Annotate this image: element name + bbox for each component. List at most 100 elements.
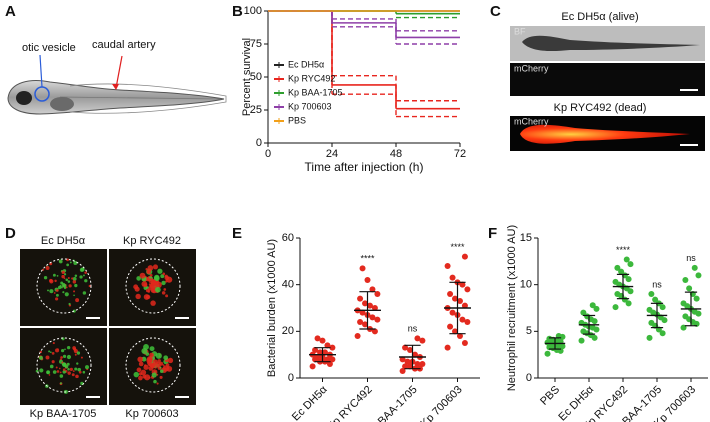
fluorescence-spot	[76, 351, 81, 355]
data-point	[444, 263, 451, 269]
data-point	[357, 319, 364, 325]
data-point	[324, 356, 331, 363]
data-point	[452, 328, 459, 335]
fluorescence-spot	[161, 280, 166, 286]
fluorescence-spot	[154, 274, 160, 281]
fluorescence-spot	[73, 290, 76, 293]
fluorescence-spot	[59, 382, 62, 385]
fluorescence-spot	[147, 265, 154, 271]
fluorescence-spot	[56, 274, 59, 277]
fluorescence-spot	[75, 298, 80, 303]
legend-label: Kp 700603	[288, 101, 332, 111]
fluorescence-spot	[64, 364, 69, 369]
x-tick-label: Kp RYC492	[325, 384, 374, 422]
y-tick-label: 15	[520, 232, 532, 244]
fluorescence-spot	[71, 277, 74, 280]
data-point	[452, 295, 459, 302]
fluorescence-spot	[150, 300, 156, 306]
data-point	[321, 349, 328, 356]
fluorescence-spot	[162, 364, 165, 366]
fluorescence-spot	[74, 283, 78, 288]
fluorescence-spot	[62, 370, 66, 374]
fluorescence-spot	[148, 283, 152, 286]
data-point	[459, 281, 466, 288]
data-point	[447, 291, 454, 297]
fluorescence-spot	[73, 294, 75, 297]
fluorescence-spot	[167, 357, 174, 364]
data-point	[614, 264, 621, 271]
panel-label: F	[488, 225, 497, 242]
region-outline	[125, 337, 181, 393]
fluorescence-spot	[56, 370, 60, 373]
fluorescence-spot	[137, 356, 143, 363]
data-point	[317, 349, 324, 356]
x-tick-label: 48	[390, 148, 402, 160]
data-point	[623, 256, 630, 263]
fluorescence-spot	[143, 283, 148, 288]
fluorescence-spot	[150, 364, 152, 367]
fluorescence-spot	[67, 280, 71, 283]
y-tick-label: 0	[256, 137, 262, 149]
legend-label: Kp BAA-1705	[288, 87, 343, 97]
fluorescence-spot	[68, 284, 72, 288]
image-title: Kp 700603	[125, 408, 178, 420]
data-point	[359, 265, 366, 272]
data-point	[612, 278, 619, 285]
fluorescence-spot	[135, 293, 141, 300]
fluorescence-spot	[59, 374, 64, 378]
fluorescence-spot	[51, 352, 55, 355]
image-title: Ec DH5α	[41, 235, 86, 247]
fluorescence-spot	[136, 276, 141, 281]
fluorescence-spot	[133, 284, 139, 290]
fluorescence-spot	[156, 382, 159, 385]
fluorescence-spot	[60, 356, 63, 359]
fluorescence-spot	[83, 274, 85, 277]
fluorescence-spot	[66, 263, 70, 267]
data-point	[374, 291, 381, 297]
fluorescence-spot	[65, 278, 69, 282]
data-point	[646, 306, 653, 313]
x-tick-label: PBS	[538, 384, 562, 408]
fluorescence-spot	[64, 348, 66, 351]
fluorescence-spot	[143, 364, 149, 370]
data-point	[324, 342, 331, 349]
fluorescence-spot	[72, 280, 77, 284]
fluorescence-spot	[157, 268, 163, 274]
panel-label: B	[232, 3, 243, 20]
data-point	[625, 300, 632, 307]
fluorescence-spot	[62, 291, 65, 294]
channel-label: mCherry	[514, 63, 549, 73]
fluorescence-spot	[166, 276, 173, 283]
fluorescence-spot	[48, 350, 51, 353]
data-point	[695, 272, 702, 279]
y-tick-label: 60	[282, 232, 294, 244]
fluorescence-spot	[52, 370, 57, 374]
data-point	[407, 363, 414, 370]
fluorescence-spot	[159, 369, 164, 373]
data-point	[693, 295, 700, 302]
data-point	[326, 361, 333, 367]
fluorescence-spot	[75, 374, 79, 379]
data-point	[374, 316, 381, 323]
annotation: caudal artery	[92, 39, 156, 51]
fluorescence-spot	[59, 284, 62, 287]
data-point	[449, 274, 456, 281]
data-point	[371, 328, 378, 335]
data-point	[314, 335, 321, 342]
fluorescence-spot	[52, 273, 56, 277]
fluorescence-spot	[138, 375, 143, 381]
fluorescence-spot	[59, 371, 62, 374]
fluorescence-spot	[72, 276, 77, 281]
fluorescence-spot	[145, 288, 150, 293]
fluorescence-spot	[80, 356, 83, 359]
data-point	[329, 344, 336, 351]
data-point	[444, 344, 451, 351]
fluorescence-spot	[54, 279, 57, 283]
image-title: Ec DH5α (alive)	[561, 11, 638, 23]
x-tick-label: 24	[326, 148, 338, 160]
fluorescence-spot	[143, 294, 150, 300]
fluorescence-spot	[141, 348, 148, 355]
fluorescence-spot	[49, 364, 54, 369]
fluorescence-spot	[82, 370, 86, 374]
image-title: Kp BAA-1705	[30, 408, 97, 420]
